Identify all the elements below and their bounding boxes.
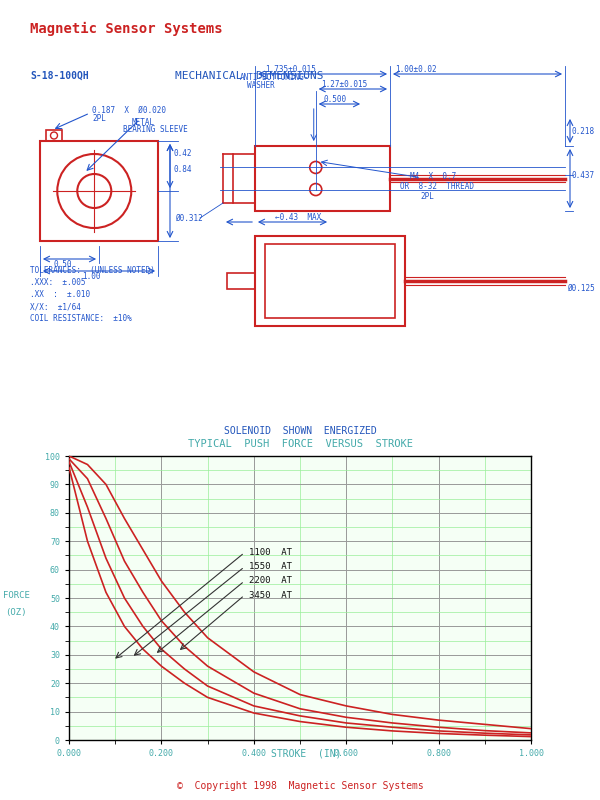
Text: 0.437: 0.437 [572,171,595,181]
Text: S-18-100QH: S-18-100QH [30,71,89,81]
Text: MECHANICAL  DIMENSIONS: MECHANICAL DIMENSIONS [175,71,323,81]
Text: 0.84: 0.84 [173,165,191,174]
Text: 0.187  X  Ø0.020: 0.187 X Ø0.020 [92,106,166,115]
Text: 0.50: 0.50 [54,260,73,269]
Text: METAL: METAL [132,118,155,127]
Text: TYPICAL  PUSH  FORCE  VERSUS  STROKE: TYPICAL PUSH FORCE VERSUS STROKE [187,439,413,449]
Bar [46,130,62,141]
Bar [265,244,395,318]
Text: 0.42: 0.42 [173,149,191,158]
Text: BEARING SLEEVE: BEARING SLEEVE [123,125,188,134]
Text: STROKE  (IN): STROKE (IN) [271,749,341,758]
Bar [255,146,390,211]
Text: SOLENOID  SHOWN  ENERGIZED: SOLENOID SHOWN ENERGIZED [224,426,376,436]
Text: 1.27±0.015: 1.27±0.015 [321,80,367,89]
Text: FORCE: FORCE [3,591,29,601]
Text: 2200  AT: 2200 AT [249,577,292,586]
Bar [255,236,405,326]
Text: TOLERANCES:  (UNLESS NOTED): TOLERANCES: (UNLESS NOTED) [30,266,155,275]
Text: 1.00±0.02: 1.00±0.02 [395,65,437,74]
Text: .XXX:  ±.005: .XXX: ±.005 [30,278,86,287]
Text: ANTI-BOTTOMING-: ANTI-BOTTOMING- [240,73,310,82]
Text: WASHER: WASHER [247,81,275,90]
Text: 1100  AT: 1100 AT [249,548,292,557]
Text: Magnetic Sensor Systems: Magnetic Sensor Systems [30,22,223,36]
Text: Ø0.125: Ø0.125 [567,284,595,293]
Text: 0.500: 0.500 [324,95,347,104]
Text: ←0.43  MAX: ←0.43 MAX [275,213,321,222]
Text: X/X:  ±1/64: X/X: ±1/64 [30,302,81,311]
Bar [233,154,255,203]
Bar [40,141,158,241]
Text: M4  X  0.7: M4 X 0.7 [410,173,456,182]
Text: 1.00: 1.00 [82,272,101,281]
Text: .XX  :  ±.010: .XX : ±.010 [30,290,90,299]
Text: 2PL: 2PL [420,193,434,202]
Text: (OZ): (OZ) [5,607,27,617]
Text: 1550  AT: 1550 AT [249,562,292,571]
Text: 1.735±0.015: 1.735±0.015 [265,65,316,74]
Text: 3450  AT: 3450 AT [249,590,292,600]
Bar [227,273,255,289]
Text: COIL RESISTANCE:  ±10%: COIL RESISTANCE: ±10% [30,314,132,323]
Text: 2PL: 2PL [92,114,106,123]
Text: OR  8-32  THREAD: OR 8-32 THREAD [400,182,474,191]
Text: Ø0.312: Ø0.312 [175,214,203,223]
Text: 0.218: 0.218 [572,127,595,136]
Text: ©  Copyright 1998  Magnetic Sensor Systems: © Copyright 1998 Magnetic Sensor Systems [176,781,424,790]
